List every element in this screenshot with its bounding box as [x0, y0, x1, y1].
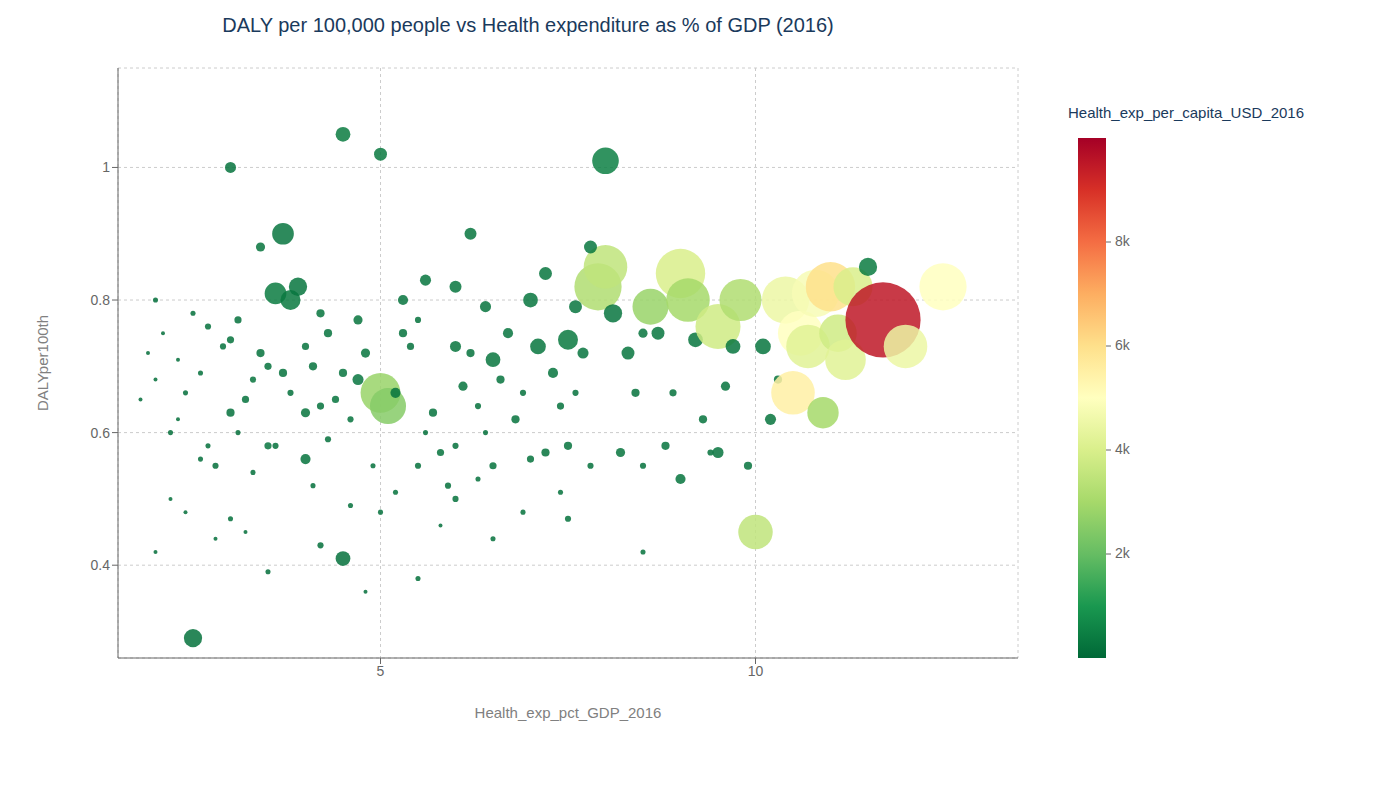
svg-text:10: 10 — [748, 663, 764, 679]
svg-text:8k: 8k — [1115, 233, 1131, 249]
svg-text:Health_exp_pct_GDP_2016: Health_exp_pct_GDP_2016 — [475, 704, 662, 721]
svg-text:4k: 4k — [1115, 441, 1131, 457]
svg-text:0.8: 0.8 — [91, 292, 111, 308]
svg-text:1: 1 — [102, 159, 110, 175]
svg-text:DALYper100th: DALYper100th — [34, 315, 51, 411]
svg-text:6k: 6k — [1115, 337, 1131, 353]
svg-text:2k: 2k — [1115, 545, 1131, 561]
svg-text:0.4: 0.4 — [91, 557, 111, 573]
svg-text:5: 5 — [377, 663, 385, 679]
svg-text:Health_exp_per_capita_USD_2016: Health_exp_per_capita_USD_2016 — [1068, 104, 1304, 121]
html-text:DALY per 100,000 people vs Hea: DALY per 100,000 people vs Health expend… — [222, 14, 834, 36]
svg-text:0.6: 0.6 — [91, 425, 111, 441]
